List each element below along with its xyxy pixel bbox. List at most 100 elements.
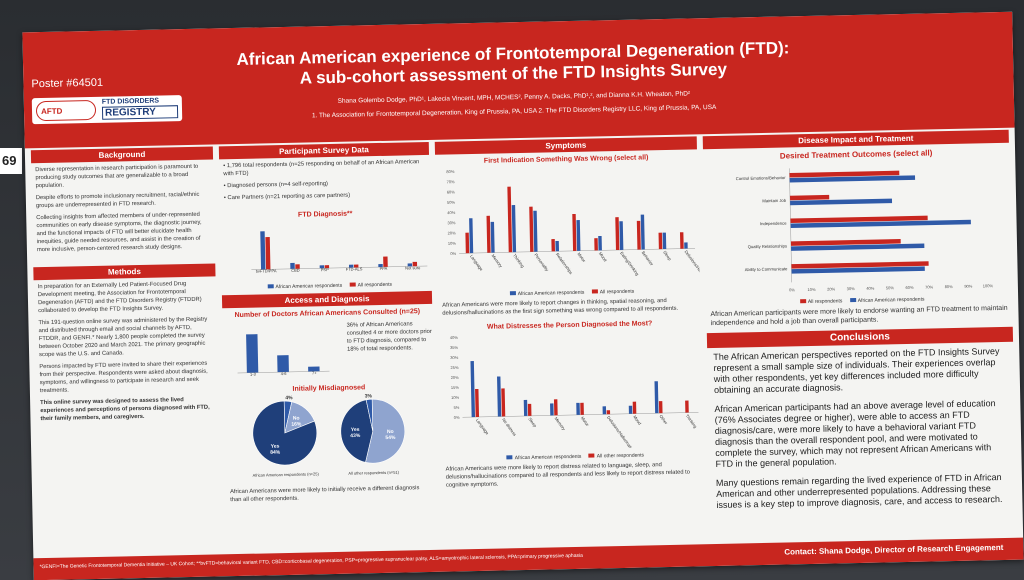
bar (615, 217, 620, 251)
bar (791, 261, 929, 269)
category-label: Behavior (641, 250, 655, 267)
bar (790, 215, 928, 224)
pie-slice (365, 398, 406, 464)
category-label: Delusions/Hallucinations (606, 415, 637, 452)
x-tick-label: 40% (866, 286, 875, 291)
bar (475, 388, 480, 418)
bar (501, 388, 506, 417)
bar (497, 376, 502, 417)
column-3: Symptoms First Indication Something Was … (434, 136, 715, 492)
slice-value: 84% (270, 450, 281, 456)
y-tick-label: 70% (447, 179, 456, 184)
registry-logo-top: FTD DISORDERS (101, 97, 160, 106)
legend-swatch-all-4 (799, 299, 806, 304)
legend-swatch-all (349, 282, 356, 287)
x-tick-label: 50% (886, 285, 895, 290)
category-label: Thinking (512, 253, 526, 269)
x-tick-label: 30% (847, 286, 856, 291)
ftd-diagnosis-chart: bvFTD/PPA CBD PSP FTD-ALS PPA Not sure (251, 231, 428, 274)
x-tick-label: 10% (807, 287, 816, 292)
category-label: 1-3 (250, 372, 257, 377)
bar (295, 264, 300, 269)
x-tick-label: 0% (789, 287, 795, 292)
doctors-area: 1-3 4-6 7+ 36% of African Americans consul… (222, 317, 433, 383)
bar (265, 237, 271, 270)
slice-value: 43% (350, 433, 361, 439)
y-tick-label: 25% (450, 365, 459, 370)
slice-label: Yes (351, 427, 360, 433)
category-label: No distress (501, 417, 517, 437)
legend-all: All respondents (357, 281, 393, 289)
conclusions-p1: The African American perspectives report… (713, 346, 1000, 396)
y-tick-label: 15% (451, 385, 460, 390)
poster-number: Poster #64501 (31, 76, 104, 91)
research-poster: Poster #64501 AFTD FTD DISORDERS REGISTR… (22, 11, 1024, 580)
background-p3: Collecting insights from affected member… (36, 211, 202, 254)
bar (684, 242, 688, 249)
bar (246, 334, 259, 373)
background-text: Diverse representation in research parti… (31, 159, 215, 261)
bar (791, 266, 925, 274)
bar (658, 232, 663, 250)
first-indication-caption: African Americans were more likely to re… (442, 297, 679, 317)
category-label: Thinking (685, 413, 699, 429)
category-label: Motor (576, 251, 587, 263)
category-label: Sleep (662, 250, 673, 262)
category-label: PSP (321, 267, 329, 272)
adjacent-poster-number: 69 (0, 148, 22, 174)
bar (383, 256, 388, 267)
bar (572, 213, 577, 251)
bar (486, 215, 491, 253)
bar (407, 263, 413, 267)
category-label: Control Emotions/Behavior (736, 175, 787, 181)
bar (527, 403, 532, 416)
bar (490, 221, 495, 253)
category-label: Maintain Job (762, 198, 787, 204)
category-label: Ability to Communicate (745, 266, 789, 272)
column-1: Background Diverse representation in res… (30, 146, 219, 430)
pie-caption: African American respondents (n=25) (253, 471, 320, 477)
slice-label: No (387, 429, 394, 435)
diagnosis-legend: African American respondents All respond… (222, 281, 432, 291)
desired-outcomes-chart: 0% 10% 20% 30% 40% 50% 60% 70% 80% 90% 100% Control… (736, 168, 993, 292)
distresses-chart: 0% 5% 10% 15% 20% 25% 30% 35% 40% Language No dist… (450, 335, 699, 455)
methods-p3: Persons impacted by FTD were invited to … (39, 360, 208, 395)
y-tick-label: 40% (450, 335, 459, 340)
legend-swatch-aa-2 (509, 291, 516, 296)
bar (412, 261, 418, 267)
bar (465, 232, 470, 254)
participant-text: • 1,796 total respondents (n=25 respondi… (219, 155, 430, 209)
bar (469, 218, 474, 254)
category-label: 7+ (312, 370, 317, 375)
category-label: Relationships (555, 252, 574, 275)
bar (353, 264, 359, 268)
conclusions-p3: Many questions remain regarding the live… (715, 472, 1003, 510)
bar (551, 239, 556, 252)
bar (636, 220, 641, 250)
x-tick-label: 80% (945, 284, 954, 289)
participant-b3: • Care Partners (n=21 reporting as care … (223, 192, 351, 202)
access-caption: African Americans were more likely to in… (229, 485, 420, 504)
doctors-note: 36% of African Americans consulted 4 or … (346, 321, 432, 353)
methods-text: In preparation for an Externally Led Pat… (34, 276, 219, 430)
category-label: Mood (632, 414, 643, 426)
y-tick-label: 35% (450, 345, 459, 350)
category-label: FTD-ALS (346, 266, 363, 271)
legend-swatch-all-2 (591, 289, 598, 294)
bar (319, 265, 325, 269)
background-p2: Despite efforts to promote inclusionary … (35, 191, 200, 210)
y-tick-label: 60% (447, 189, 456, 194)
background-p1: Diverse representation in research parti… (35, 163, 199, 190)
bar (507, 186, 513, 253)
y-tick-label: 30% (450, 355, 459, 360)
bar (576, 402, 580, 415)
bar (632, 401, 637, 414)
pie-slice (340, 399, 374, 463)
bar (553, 399, 558, 416)
bar (533, 210, 538, 252)
bar (511, 204, 517, 253)
y-tick-label: 10% (448, 241, 457, 246)
category-label: bvFTD/PPA (256, 268, 277, 273)
x-axis (251, 265, 428, 270)
bar (324, 265, 330, 269)
